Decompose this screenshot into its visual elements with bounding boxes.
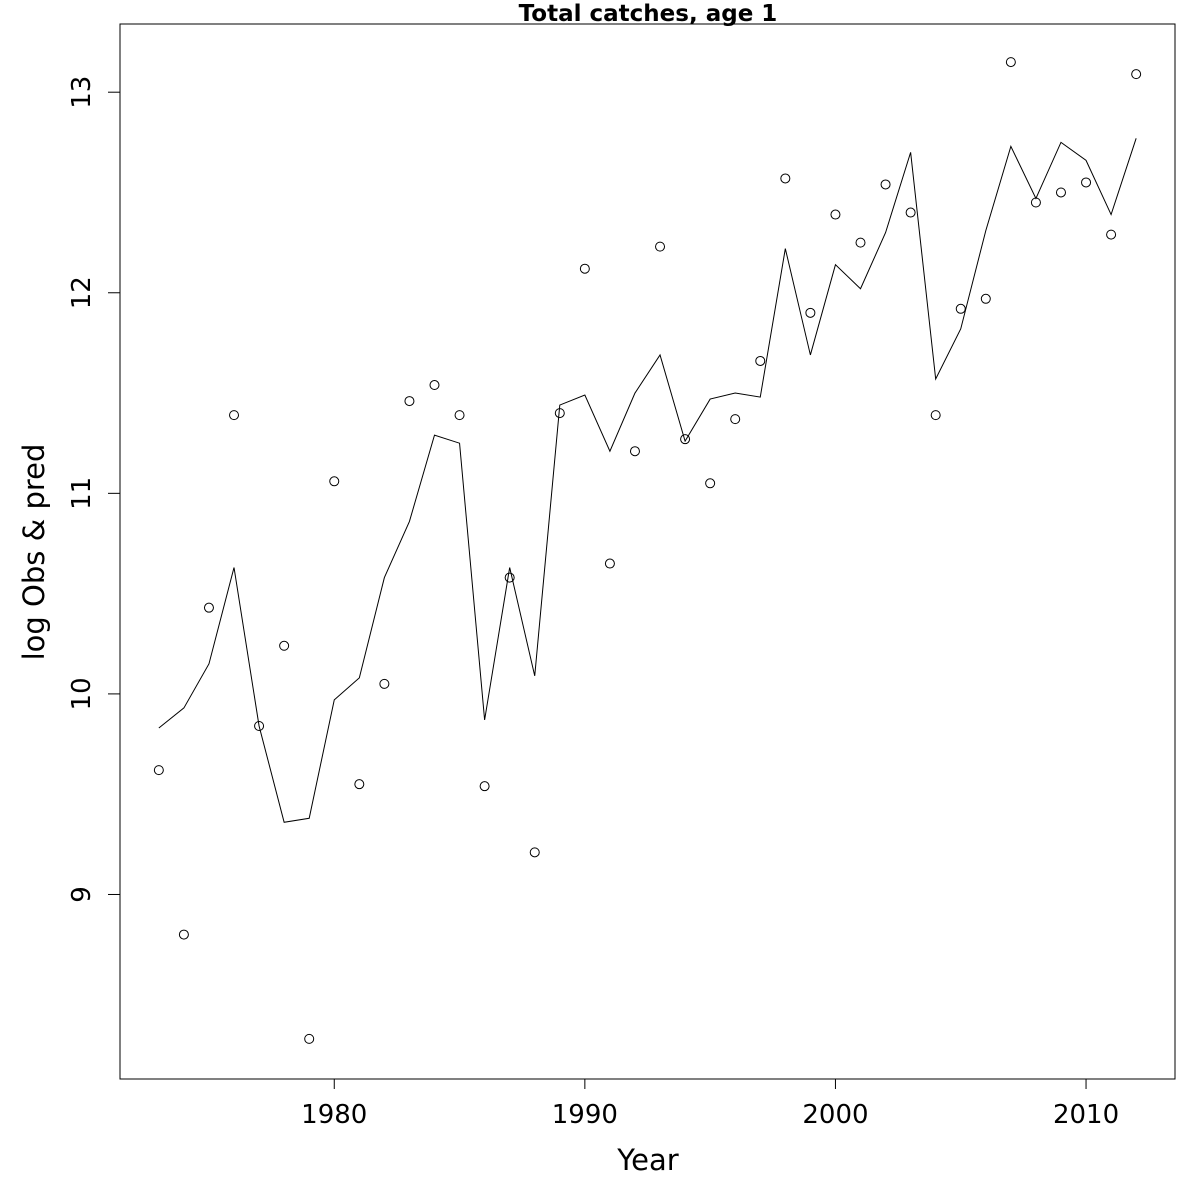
observed-point-2002 [880,179,891,190]
observed-point-2003 [905,207,916,218]
observed-point-1999 [805,307,816,318]
observed-point-1982 [379,678,390,689]
observed-point-1979 [304,1033,315,1044]
observed-point-1994 [680,434,691,445]
observed-point-1986 [479,781,490,792]
y-tick-label-13: 13 [67,76,97,109]
observed-point-2001 [855,237,866,248]
observed-point-2006 [980,293,991,304]
observed-point-1973 [153,765,164,776]
observed-point-2004 [930,410,941,421]
observed-point-1981 [354,779,365,790]
plot-frame [119,23,1176,1080]
observed-point-1974 [178,929,189,940]
observed-point-2005 [955,303,966,314]
observed-point-1991 [604,558,615,569]
observed-point-1985 [454,410,465,421]
observed-point-1987 [504,572,515,583]
y-axis-title: log Obs & pred [17,444,51,661]
observed-point-2007 [1005,57,1016,68]
observed-point-1993 [655,241,666,252]
y-axis: 9 10 11 12 13 [67,76,120,903]
observed-point-1984 [429,380,440,391]
observed-point-2011 [1106,229,1117,240]
observed-point-1980 [329,476,340,487]
y-tick-label-10: 10 [67,677,97,710]
observed-point-1996 [730,414,741,425]
observed-point-1988 [529,847,540,858]
observed-point-2010 [1081,177,1092,188]
observed-point-1977 [254,720,265,731]
x-tick-label-1980: 1980 [301,1100,367,1130]
y-tick-label-12: 12 [67,276,97,309]
series-layer [153,57,1142,1044]
x-axis-title: Year [616,1143,678,1177]
x-tick-label-2000: 2000 [802,1100,868,1130]
observed-point-1995 [705,478,716,489]
observed-point-1975 [203,602,214,613]
observed-point-2000 [830,209,841,220]
observed-point-1990 [579,263,590,274]
observed-point-1998 [780,173,791,184]
x-tick-label-2010: 2010 [1053,1100,1119,1130]
observed-point-1983 [404,396,415,407]
x-tick-label-1990: 1990 [552,1100,618,1130]
y-tick-label-9: 9 [67,886,97,903]
y-tick-label-11: 11 [67,477,97,510]
observed-point-1992 [629,446,640,457]
observed-point-1997 [755,355,766,366]
observed-point-1978 [279,640,290,651]
observed-point-2009 [1055,187,1066,198]
x-axis: 1980 1990 2000 2010 [301,1079,1119,1130]
predicted-line [158,138,1137,823]
observed-point-2012 [1131,69,1142,80]
chart-title: Total catches, age 1 [519,1,778,27]
observed-point-1976 [229,410,240,421]
